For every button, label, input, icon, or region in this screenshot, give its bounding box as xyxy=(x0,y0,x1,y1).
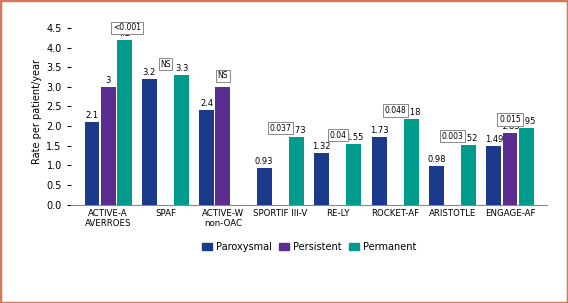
Text: 0.04: 0.04 xyxy=(329,131,346,140)
Text: 2.1: 2.1 xyxy=(85,111,98,120)
Bar xyxy=(346,144,361,205)
Text: 3: 3 xyxy=(220,76,225,85)
Text: 2.18: 2.18 xyxy=(402,108,420,117)
Bar xyxy=(215,87,231,205)
Text: 2.4: 2.4 xyxy=(201,99,214,108)
Text: NS: NS xyxy=(160,59,171,68)
Legend: Paroxysmal, Persistent, Permanent: Paroxysmal, Persistent, Permanent xyxy=(198,238,420,256)
Bar xyxy=(101,87,115,205)
Text: 0.048: 0.048 xyxy=(385,106,406,115)
Text: 1.95: 1.95 xyxy=(517,117,535,126)
Text: 1.32: 1.32 xyxy=(312,142,331,151)
Bar xyxy=(289,137,304,205)
Y-axis label: Rate per patient/year: Rate per patient/year xyxy=(32,59,42,164)
Text: 3.2: 3.2 xyxy=(143,68,156,77)
Bar xyxy=(174,75,189,205)
Text: 1.55: 1.55 xyxy=(345,133,363,142)
Text: <0.001: <0.001 xyxy=(113,23,141,32)
Bar xyxy=(257,168,272,205)
Text: 1.73: 1.73 xyxy=(287,126,306,135)
Bar xyxy=(461,145,476,205)
Bar xyxy=(116,40,132,205)
Text: 0.037: 0.037 xyxy=(269,124,291,132)
Bar xyxy=(85,122,99,205)
Bar xyxy=(486,146,502,205)
Bar xyxy=(142,79,157,205)
Bar xyxy=(314,153,329,205)
Text: 0.98: 0.98 xyxy=(427,155,446,164)
Bar xyxy=(404,119,419,205)
Text: 3: 3 xyxy=(106,76,111,85)
Text: 1.49: 1.49 xyxy=(485,135,503,144)
Text: 0.93: 0.93 xyxy=(255,157,273,166)
Text: 1.83: 1.83 xyxy=(500,122,519,131)
Text: 1.52: 1.52 xyxy=(460,134,478,143)
Text: 0.015: 0.015 xyxy=(499,115,521,124)
Text: 4.2: 4.2 xyxy=(118,29,131,38)
Bar xyxy=(371,137,387,205)
Bar xyxy=(199,110,214,205)
Text: 3.3: 3.3 xyxy=(175,64,188,73)
Text: 0.003: 0.003 xyxy=(442,132,463,141)
Text: 1.73: 1.73 xyxy=(370,126,389,135)
Text: NS: NS xyxy=(218,71,228,80)
Bar xyxy=(519,128,533,205)
Bar xyxy=(429,166,444,205)
Bar xyxy=(503,133,517,205)
